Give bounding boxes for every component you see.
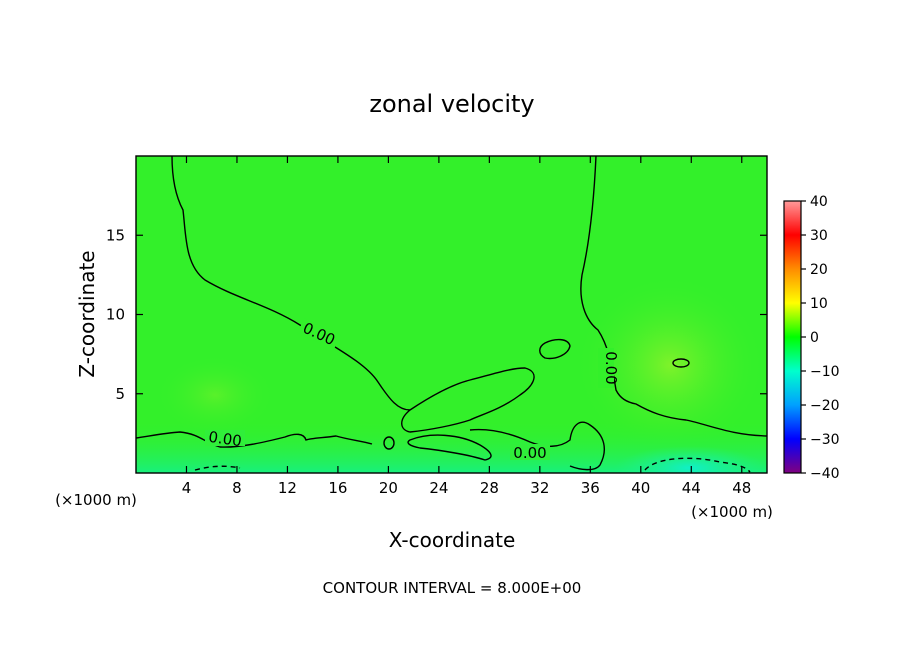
- x-unit-label: (×1000 m): [55, 491, 137, 509]
- colorbar-tick-label: 30: [810, 228, 828, 244]
- colorbar-cells: [784, 201, 801, 473]
- x-tick-label: 32: [530, 479, 549, 497]
- x-unit-label-right: (×1000 m): [691, 503, 773, 521]
- cold-region: [615, 446, 765, 473]
- x-tick-label: 48: [732, 479, 751, 497]
- contour-bottom-right: [469, 421, 606, 471]
- x-axis: 4 8 12 16 20 24 28 32 36 40 44 48: [182, 156, 751, 497]
- x-axis-title: X-coordinate: [389, 528, 516, 552]
- x-tick-label: 36: [581, 479, 600, 497]
- warm-region: [575, 275, 765, 455]
- contour-upper-right: [580, 156, 767, 437]
- colorbar-tick-label: −10: [810, 364, 840, 380]
- contour-negative: [644, 457, 751, 473]
- y-tick-label: 5: [115, 385, 125, 403]
- colorbar-tick-label: 40: [810, 194, 828, 210]
- x-tick-label: 12: [278, 479, 297, 497]
- colorbar-tick-label: 0: [810, 330, 819, 346]
- x-tick-label: 16: [328, 479, 347, 497]
- contour-small-cell: [383, 436, 395, 450]
- x-tick-label: 4: [182, 479, 192, 497]
- contour-mid-blob: [401, 367, 535, 433]
- contour-interval-note: CONTOUR INTERVAL = 8.000E+00: [323, 579, 582, 597]
- y-tick-label: 15: [106, 226, 125, 244]
- x-tick-label: 24: [429, 479, 448, 497]
- contour-label: 0.00: [207, 428, 243, 450]
- y-axis: 5 10 15: [106, 226, 767, 403]
- y-tick-label: 10: [106, 306, 125, 324]
- x-tick-label: 44: [682, 479, 701, 497]
- warm-region-left: [155, 355, 275, 435]
- contour-upper-left: [171, 156, 411, 411]
- contour-lower: [136, 431, 373, 448]
- contour-label: 0.00: [513, 444, 546, 462]
- colorbar-gradient: [784, 201, 801, 473]
- contour-label: 0.00: [602, 351, 620, 384]
- plot-area: 0.00 0.00 0.00 0.00: [136, 156, 767, 473]
- x-tick-label: 8: [232, 479, 242, 497]
- contours: [136, 156, 767, 473]
- colorbar-ticks: 40 30 20 10 0 −10 −20 −30 −40: [801, 194, 840, 482]
- colorbar-tick-label: 10: [810, 296, 828, 312]
- colorbar-tick-label: −20: [810, 398, 840, 414]
- colorbar-tick-label: −40: [810, 466, 840, 482]
- contour-small-blob: [539, 338, 571, 360]
- contour-bottom-blob: [407, 434, 492, 461]
- x-tick-label: 40: [631, 479, 650, 497]
- x-tick-label: 28: [480, 479, 499, 497]
- y-axis-title: Z-coordinate: [75, 250, 99, 377]
- colorbar: 40 30 20 10 0 −10 −20 −30 −40: [783, 194, 840, 482]
- chart-title: zonal velocity: [369, 90, 534, 118]
- colorbar-tick-label: −30: [810, 432, 840, 448]
- x-tick-label: 20: [379, 479, 398, 497]
- contour-negative-left: [194, 465, 241, 471]
- colorbar-tick-label: 20: [810, 262, 828, 278]
- contour-max-cell: [672, 358, 690, 368]
